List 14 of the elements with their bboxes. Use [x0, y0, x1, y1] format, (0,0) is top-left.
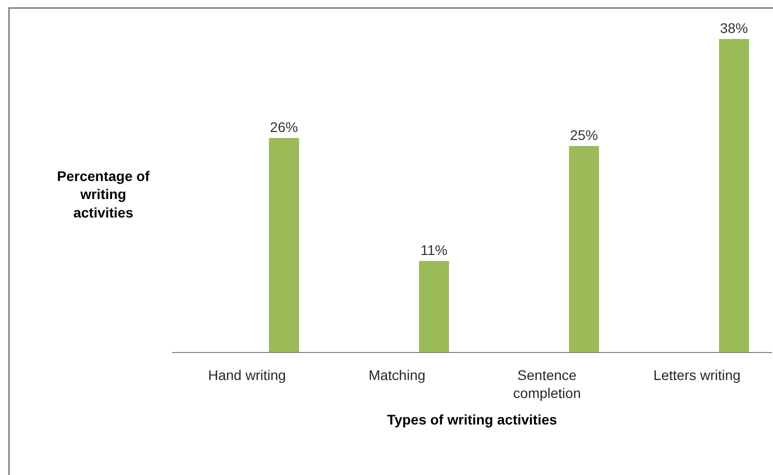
bar [419, 261, 449, 352]
data-label: 11% [420, 242, 448, 258]
bar [719, 39, 749, 352]
x-tick-label: Hand writing [208, 366, 286, 383]
data-label: 38% [720, 20, 748, 36]
data-label: 26% [270, 119, 298, 135]
x-tick-label: Matching [368, 366, 426, 383]
x-tick-label: Letters writing [653, 366, 741, 383]
data-label: 25% [570, 127, 598, 143]
y-axis-title: Percentage of writing activities [57, 168, 150, 220]
x-tick-label: Sentence completion [513, 366, 581, 401]
bar [269, 138, 299, 352]
x-axis-title: Types of writing activities [386, 411, 558, 428]
bar [569, 146, 599, 352]
